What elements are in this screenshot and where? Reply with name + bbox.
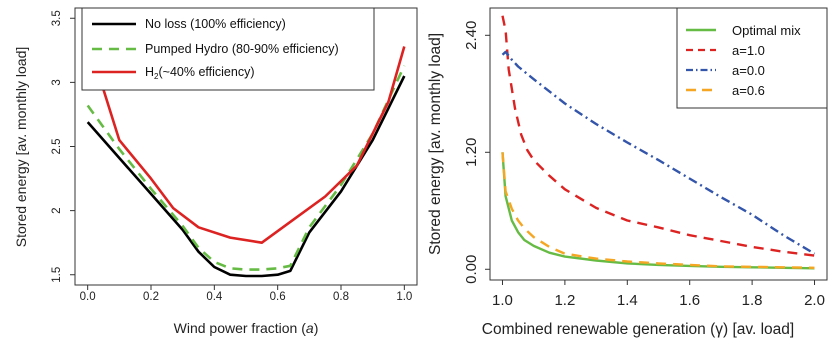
right-x-tick-label: 1.2 <box>554 292 575 309</box>
right-y-axis-label: Stored energy [av. monthly load] <box>427 33 444 255</box>
right-x-tick-label: 1.6 <box>679 292 700 309</box>
legend-label-h2: H2(~40% efficiency) <box>145 65 254 81</box>
left-y-tick-label: 1.5 <box>51 267 63 283</box>
left-x-tick-label: 0.0 <box>80 291 96 303</box>
left-y-axis-label: Stored energy [av. monthly load] <box>13 47 29 248</box>
left-x-tick-label: 0.2 <box>143 291 159 303</box>
left-chart: 0.0 0.2 0.4 0.6 0.8 1.0 1.5 2 2.5 3 3.5 No loss (1… <box>13 7 418 336</box>
right-y-tick-label: 2.40 <box>463 21 480 50</box>
right-x-tick-label: 1.0 <box>492 292 513 309</box>
legend-label-optimal: Optimal mix <box>732 23 801 38</box>
right-ticks: 1.0 1.2 1.4 1.6 1.8 2.0 0.00 1.20 2.40 <box>463 21 825 309</box>
right-series-line-1 <box>501 15 815 257</box>
right-series <box>501 15 816 270</box>
right-y-tick-label: 1.20 <box>463 138 480 167</box>
left-x-axis-label: Wind power fraction (a) <box>174 320 319 336</box>
left-y-tick-label: 2 <box>51 207 63 213</box>
left-y-tick-label: 3 <box>51 79 63 85</box>
legend-label-a10: a=1.0 <box>732 43 765 58</box>
legend-label-no-loss: No loss (100% efficiency) <box>145 17 286 31</box>
right-series-line-2 <box>501 50 816 255</box>
left-y-tick-label: 2.5 <box>51 139 63 155</box>
left-x-tick-label: 0.4 <box>206 291 223 303</box>
left-x-tick-label: 0.6 <box>270 291 286 303</box>
right-x-tick-label: 2.0 <box>804 292 825 309</box>
left-x-tick-label: 0.8 <box>333 291 349 303</box>
right-plot-frame <box>489 7 828 281</box>
right-x-axis-label: Combined renewable generation (γ) [av. l… <box>482 321 794 338</box>
right-x-tick-label: 1.8 <box>742 292 763 309</box>
right-legend: Optimal mix a=1.0 a=0.0 a=0.6 <box>676 7 828 109</box>
right-chart: 1.0 1.2 1.4 1.6 1.8 2.0 0.00 1.20 2.40 Optimal m… <box>427 7 828 338</box>
right-legend-box <box>676 7 828 109</box>
left-series <box>86 46 406 278</box>
left-x-tick-label: 1.0 <box>396 291 412 303</box>
legend-label-a00: a=0.0 <box>732 63 765 78</box>
left-series-line-0 <box>86 75 406 278</box>
legend-label-pumped-hydro: Pumped Hydro (80-90% efficiency) <box>145 42 339 56</box>
legend-label-a06: a=0.6 <box>732 83 765 98</box>
right-series-line-3 <box>501 152 815 269</box>
left-series-line-2 <box>95 46 406 244</box>
left-legend: No loss (100% efficiency) Pumped Hydro (… <box>81 7 375 91</box>
left-ticks: 0.0 0.2 0.4 0.6 0.8 1.0 1.5 2 2.5 3 3.5 <box>51 10 412 303</box>
left-y-tick-label: 3.5 <box>51 10 63 26</box>
right-series-line-0 <box>501 152 815 270</box>
left-series-line-1 <box>86 65 406 271</box>
right-y-tick-label: 0.00 <box>463 255 480 284</box>
right-x-tick-label: 1.4 <box>617 292 638 309</box>
